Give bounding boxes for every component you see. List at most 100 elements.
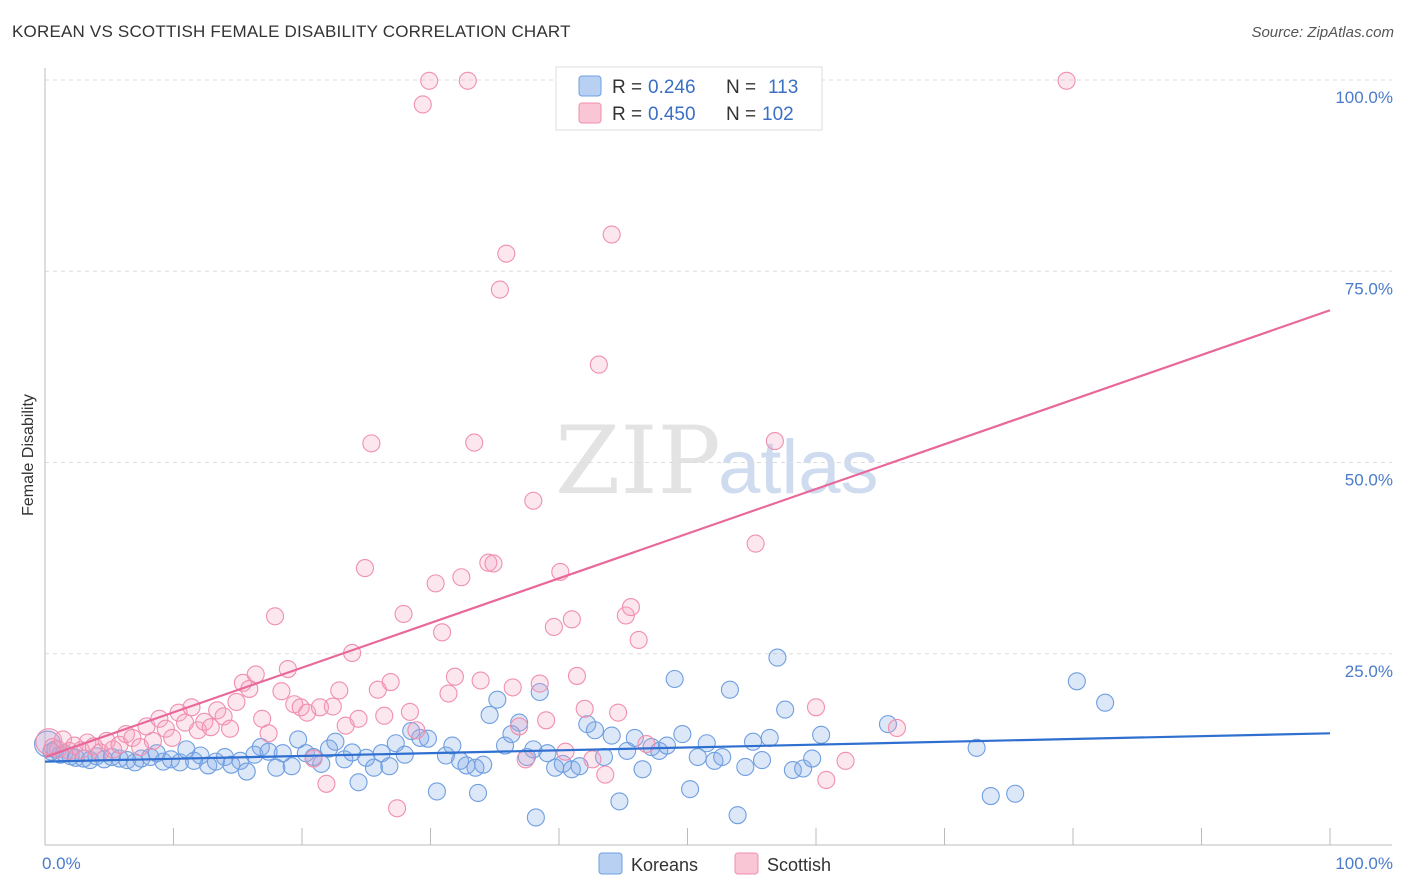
y-axis-title: Female Disability [20, 394, 37, 516]
scottish-point [150, 709, 169, 728]
bottom-legend: Koreans Scottish [598, 852, 831, 875]
scottish-point [458, 71, 477, 90]
korean-point [878, 715, 898, 734]
korean-point [665, 669, 684, 689]
watermark: ZIP atlas [555, 407, 879, 516]
scottish-point [104, 740, 123, 759]
scottish-point [407, 721, 426, 740]
korean-point [752, 751, 772, 770]
scottish-point [575, 699, 594, 718]
scottish-point [452, 568, 471, 587]
scottish-point [484, 554, 503, 573]
scottish-point [317, 774, 336, 793]
y-tick-label: 25.0% [1345, 662, 1393, 681]
scottish-point [259, 724, 278, 743]
scottish-point [182, 698, 201, 717]
scottish-point [375, 706, 394, 725]
scottish-point [394, 604, 413, 624]
bottom-legend-swatch-scottish [734, 852, 759, 875]
scottish-point [562, 610, 581, 629]
scottish-point [163, 728, 182, 747]
chart-title: KOREAN VS SCOTTISH FEMALE DISABILITY COR… [12, 22, 571, 41]
scottish-point [400, 702, 419, 721]
korean-point [736, 757, 755, 777]
tick-labels: 25.0% 50.0% 75.0% 100.0% 0.0% 100.0% [42, 88, 1393, 873]
korean-point [436, 746, 455, 765]
korean-point [1067, 672, 1086, 691]
korean-point [776, 700, 795, 719]
legend-r-label-koreans: R = [612, 77, 642, 98]
scottish-point [272, 682, 291, 701]
legend: R = 0.246 N = 113 R = 0.450 N = 102 [555, 66, 823, 131]
korean-point [728, 806, 747, 825]
korean-point [245, 745, 264, 764]
korean-point [713, 747, 732, 767]
korean-point [468, 783, 488, 803]
korean-point [657, 736, 676, 755]
scottish-point [583, 750, 602, 769]
korean-point [743, 732, 763, 751]
korean-point [510, 713, 529, 732]
scottish-point [433, 623, 452, 642]
legend-swatch-scottish [578, 102, 602, 124]
scottish-point [420, 71, 439, 90]
korean-point [326, 732, 345, 751]
scottish-point [524, 491, 543, 510]
scottish-point [330, 681, 349, 700]
x-tick-label-max: 100.0% [1335, 854, 1393, 873]
scottish-point [609, 703, 628, 722]
korean-point [364, 758, 384, 777]
scottish-point [201, 718, 220, 737]
scottish-point [310, 698, 330, 717]
korean-point [488, 690, 507, 709]
scottish-point [530, 674, 549, 693]
scottish-point [602, 225, 621, 244]
korean-point [474, 755, 493, 774]
grid [45, 79, 1392, 655]
legend-swatch-koreans [578, 75, 602, 97]
korean-trend-line [44, 732, 1331, 763]
legend-r-value-koreans: 0.246 [648, 77, 696, 98]
scottish-point [637, 734, 656, 754]
scottish-point [465, 433, 484, 452]
scottish-point [439, 684, 458, 703]
korean-point [191, 746, 210, 765]
scottish-point [362, 434, 381, 453]
korean-point [110, 749, 129, 768]
source-label: Source: ZipAtlas.com [1251, 24, 1394, 41]
scottish-point [445, 667, 464, 686]
korean-point [402, 721, 421, 741]
legend-r-value-scottish: 0.450 [648, 104, 696, 125]
y-tick-label: 50.0% [1345, 471, 1393, 490]
korean-point [443, 736, 462, 755]
scottish-point [265, 607, 285, 626]
scottish-point [616, 606, 635, 625]
scottish-point [556, 742, 575, 761]
scottish-point [887, 718, 907, 738]
scottish-point [817, 770, 836, 790]
korean-point [697, 734, 716, 753]
korean-point [688, 747, 707, 767]
legend-n-value-scottish: 102 [762, 104, 794, 125]
korean-point [602, 726, 621, 745]
korean-point [282, 757, 301, 776]
bottom-legend-scottish: Scottish [767, 855, 831, 875]
bottom-legend-swatch-koreans [598, 852, 623, 875]
korean-point [1096, 693, 1115, 712]
scottish-point [413, 95, 432, 114]
watermark-zip: ZIP [555, 407, 721, 516]
korean-point [625, 728, 644, 747]
scottish-point [304, 749, 323, 768]
legend-n-label-koreans: N = [726, 77, 756, 98]
scottish-point [516, 750, 535, 769]
korean-point [289, 730, 308, 749]
korean-point [343, 743, 362, 762]
scottish-point [355, 559, 375, 578]
korean-point [760, 728, 779, 747]
axes [44, 68, 1392, 846]
bottom-legend-koreans: Koreans [631, 855, 698, 875]
scottish-point [836, 751, 855, 770]
korean-point [981, 786, 1000, 806]
korean-point [495, 736, 515, 755]
korean-point [237, 762, 256, 781]
